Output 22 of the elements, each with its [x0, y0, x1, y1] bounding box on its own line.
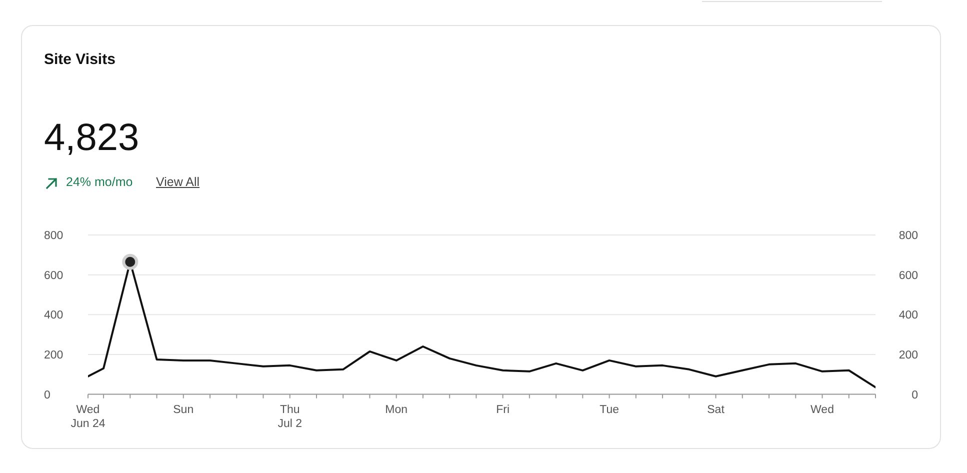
- y2-tick-label: 200: [898, 350, 918, 362]
- y2-tick-label: 800: [898, 230, 918, 242]
- x-tick-label: Fri: [496, 404, 510, 416]
- y2-tick-label: 400: [898, 310, 918, 322]
- text: View All: [156, 175, 200, 190]
- y-tick-label: 0: [44, 389, 50, 402]
- text: 24% mo/mo: [66, 175, 133, 190]
- x-tick-label: Thu Jul 2: [278, 404, 302, 430]
- chart-title: Site Visits: [44, 51, 116, 68]
- y-tick-label: 800: [44, 230, 64, 242]
- x-tick-label: Wed: [810, 404, 834, 416]
- text: 4,823: [44, 116, 140, 158]
- x-tick-label: Wed Jun 24: [70, 404, 106, 430]
- x-tick-label: Tue: [600, 404, 619, 416]
- x-tick-label: Sat: [707, 404, 726, 416]
- y-tick-label: 400: [44, 310, 64, 322]
- x-tick-label: Mon: [385, 404, 408, 416]
- x-tick-label: Sun: [173, 404, 194, 416]
- y2-tick-label: 600: [898, 270, 918, 282]
- y-tick-label: 600: [44, 270, 64, 282]
- y-tick-label: 200: [44, 350, 64, 362]
- y2-tick-label: 0: [912, 389, 918, 402]
